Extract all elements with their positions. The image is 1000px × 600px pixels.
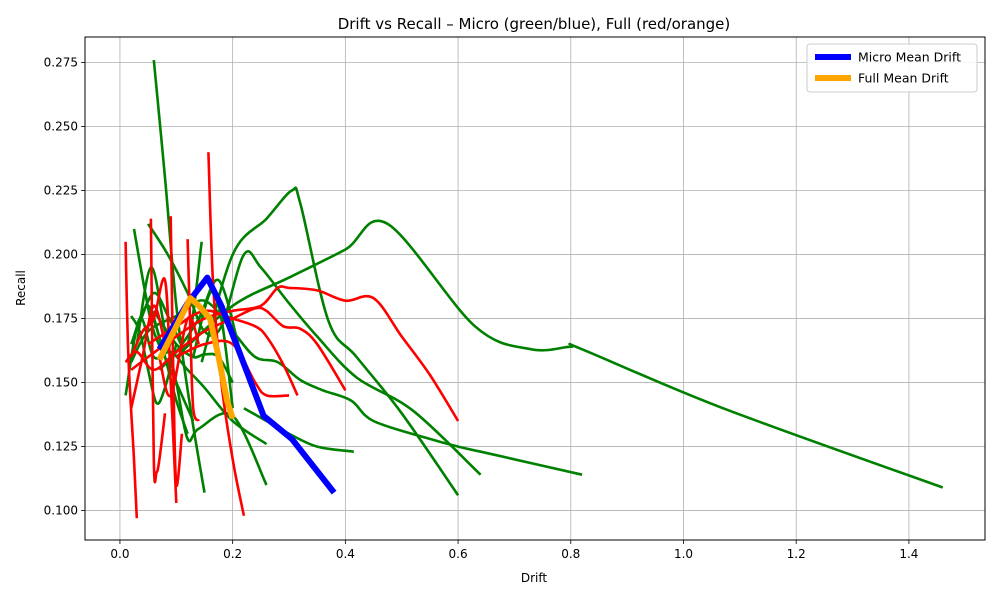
full-series-line xyxy=(186,239,201,422)
y-tick-label: 0.275 xyxy=(44,56,78,70)
full-series-line xyxy=(130,285,460,422)
micro-series-line xyxy=(175,219,944,489)
y-tick-label: 0.200 xyxy=(44,248,78,262)
x-tick-label: 0.4 xyxy=(336,547,355,561)
x-tick-label: 1.2 xyxy=(787,547,806,561)
y-tick-label: 0.100 xyxy=(44,504,78,518)
y-axis-title: Recall xyxy=(14,270,28,306)
y-tick-label: 0.150 xyxy=(44,376,78,390)
legend-label: Full Mean Drift xyxy=(858,71,949,86)
x-tick-label: 0.6 xyxy=(449,547,468,561)
y-tick-label: 0.250 xyxy=(44,120,78,134)
x-axis-title: Drift xyxy=(521,571,548,585)
chart-title: Drift vs Recall – Micro (green/blue), Fu… xyxy=(338,15,731,33)
x-tick-label: 0.8 xyxy=(561,547,580,561)
x-tick-label: 1.0 xyxy=(674,547,693,561)
legend: Micro Mean Drift Full Mean Drift xyxy=(806,43,978,93)
full-series-line xyxy=(124,306,347,391)
x-tick-label: 1.4 xyxy=(899,547,918,561)
full-series-line xyxy=(129,304,167,409)
axis-ticks: 0.0 0.2 0.4 0.6 0.8 1.0 1.2 1.4 0.100 0.125 0.150 0… xyxy=(44,56,919,561)
full-series-line xyxy=(124,241,139,519)
plot-lines xyxy=(124,59,944,519)
plot-frame xyxy=(84,36,986,541)
full-mean-drift-line xyxy=(156,295,236,420)
micro-series-line xyxy=(152,59,206,493)
y-tick-label: 0.175 xyxy=(44,312,78,326)
y-tick-label: 0.125 xyxy=(44,440,78,454)
micro-series-line xyxy=(147,223,482,476)
y-tick-label: 0.225 xyxy=(44,184,78,198)
x-tick-label: 0.0 xyxy=(110,547,129,561)
full-series-line xyxy=(158,315,201,398)
legend-label: Micro Mean Drift xyxy=(858,50,961,65)
micro-series-line xyxy=(200,186,460,496)
full-series-line xyxy=(130,277,178,503)
x-tick-label: 0.2 xyxy=(223,547,242,561)
full-series-line xyxy=(169,216,184,488)
grid xyxy=(85,37,985,540)
